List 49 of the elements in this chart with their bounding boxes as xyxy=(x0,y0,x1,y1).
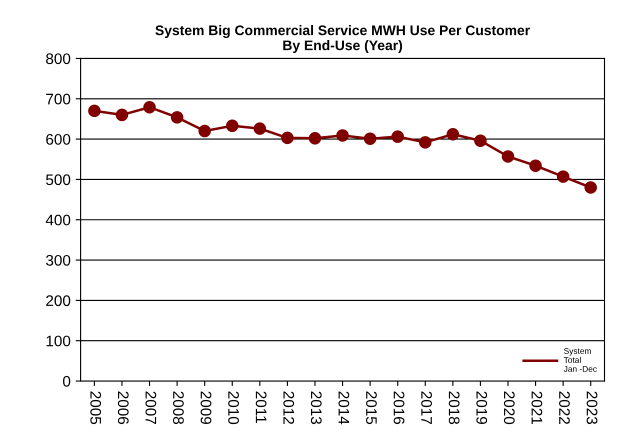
point xyxy=(170,111,184,124)
point xyxy=(116,108,128,122)
point xyxy=(308,132,322,145)
y-tick-label: 700 xyxy=(46,94,70,104)
point xyxy=(502,150,514,163)
legend-label: System Total Jan -Dec xyxy=(564,348,597,372)
x-tick-label: 2019 xyxy=(476,392,488,424)
point xyxy=(254,122,266,135)
y-tick-label: 400 xyxy=(46,214,70,226)
x-tick-label: 2016 xyxy=(394,392,404,424)
x-tick-label: 2005 xyxy=(90,392,102,424)
point xyxy=(391,130,404,143)
point xyxy=(446,128,460,141)
point xyxy=(556,170,570,183)
x-tick-label: 2013 xyxy=(310,392,322,424)
x-tick-label: 2022 xyxy=(559,392,570,424)
x-tick-label: 2018 xyxy=(448,392,460,424)
x-tick-label: 2020 xyxy=(504,392,515,424)
x-tick-label: 2011 xyxy=(256,392,267,423)
y-tick-label: 600 xyxy=(46,134,70,145)
point xyxy=(143,100,156,114)
point xyxy=(336,129,349,142)
x-tick-label: 2021 xyxy=(531,392,542,424)
x-tick-label: 2010 xyxy=(228,392,239,424)
point xyxy=(529,159,542,172)
x-tick-label: 2014 xyxy=(338,392,350,424)
y-tick-label: 200 xyxy=(46,295,70,306)
x-tick-label: 2009 xyxy=(200,392,212,424)
x-tick-label: 2006 xyxy=(118,392,129,424)
y-tick-label: 100 xyxy=(46,336,70,346)
point xyxy=(226,120,239,132)
x-tick-label: 2023 xyxy=(586,392,598,424)
y-tick-label: 0 xyxy=(62,376,70,387)
y-tick-label: 500 xyxy=(46,174,70,186)
point xyxy=(88,104,101,118)
point xyxy=(584,181,597,194)
point xyxy=(198,124,211,138)
x-tick-label: 2012 xyxy=(283,392,294,424)
chart-title: System Big Commercial Service MWH Use Per Customer By End-Use (Year) xyxy=(155,25,530,54)
x-tick-label: 2007 xyxy=(145,392,156,424)
y-tick-label: 800 xyxy=(46,53,70,64)
x-tick-label: 2015 xyxy=(366,392,377,424)
point xyxy=(474,134,487,147)
point xyxy=(281,132,294,144)
x-tick-label: 2008 xyxy=(173,392,184,424)
point xyxy=(419,136,432,149)
point xyxy=(364,132,376,145)
y-tick-label: 300 xyxy=(46,254,70,266)
x-tick-label: 2017 xyxy=(421,392,432,424)
